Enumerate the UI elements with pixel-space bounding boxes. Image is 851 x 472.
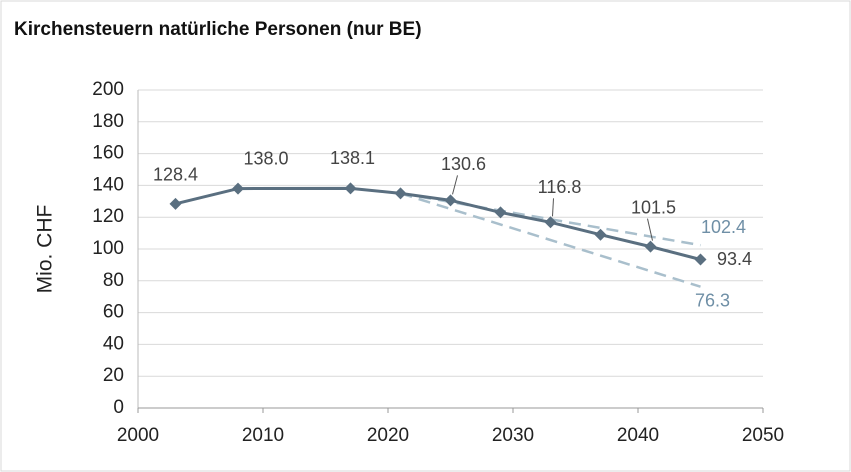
data-label: 76.3 — [695, 290, 730, 310]
leader-line — [452, 175, 458, 195]
y-tick-label: 180 — [92, 111, 124, 132]
chart-title: Kirchensteuern natürliche Personen (nur … — [14, 19, 422, 40]
x-tick-label: 2020 — [367, 425, 409, 446]
data-label: 101.5 — [631, 197, 676, 217]
x-tick-label: 2010 — [242, 425, 284, 446]
x-tick-label: 2030 — [492, 425, 534, 446]
x-tick-label: 2050 — [742, 425, 784, 446]
data-label: 102.4 — [701, 217, 746, 237]
y-tick-label: 40 — [103, 333, 124, 354]
y-tick-label: 20 — [103, 365, 124, 386]
point — [544, 216, 557, 229]
y-tick-label: 160 — [92, 143, 124, 164]
data-label: 138.0 — [243, 148, 288, 168]
y-tick-label: 60 — [103, 302, 124, 323]
point — [394, 187, 407, 200]
data-label: 116.8 — [538, 177, 582, 197]
y-tick-label: 140 — [92, 174, 124, 195]
series-line — [175, 186, 701, 261]
x-tick-label: 2000 — [117, 425, 159, 446]
point — [344, 182, 357, 195]
point — [694, 253, 707, 266]
point — [594, 228, 607, 241]
point — [169, 197, 182, 210]
leader-line — [647, 218, 653, 241]
y-tick-label: 200 — [92, 79, 124, 100]
point — [444, 194, 457, 207]
y-tick-label: 120 — [92, 206, 124, 227]
data-label: 130.6 — [441, 154, 486, 174]
y-tick-label: 100 — [92, 238, 124, 259]
y-axis-label: Mio. CHF — [34, 205, 57, 294]
data-label: 128.4 — [153, 165, 198, 185]
series-line — [400, 192, 701, 288]
point — [644, 240, 657, 253]
data-label: 138.1 — [330, 148, 375, 168]
y-tick-label: 80 — [103, 270, 124, 291]
x-tick-label: 2040 — [617, 425, 659, 446]
point — [494, 206, 507, 219]
leader-line — [552, 198, 554, 217]
data-label: 93.4 — [717, 249, 752, 269]
point — [232, 182, 244, 195]
y-tick-label: 0 — [113, 397, 124, 418]
